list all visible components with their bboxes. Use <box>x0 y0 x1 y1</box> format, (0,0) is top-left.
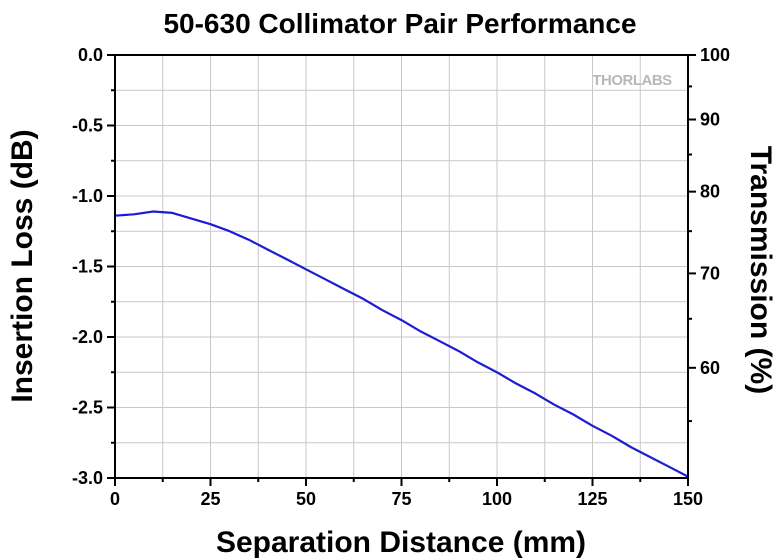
y2-tick-label: 80 <box>700 182 720 202</box>
x-axis: 0 25 50 75 100 125 150 <box>110 478 703 509</box>
y-tick-label: -0.5 <box>72 116 103 136</box>
x-tick-label: 75 <box>391 489 411 509</box>
y-tick-label: -1.5 <box>72 257 103 277</box>
x-tick-label: 150 <box>673 489 703 509</box>
y-axis-left: 0.0 -0.5 -1.0 -1.5 -2.0 -2.5 -3.0 <box>72 45 115 488</box>
y-tick-label: -2.5 <box>72 398 103 418</box>
y-axis-label: Insertion Loss (dB) <box>6 129 39 402</box>
x-tick-label: 100 <box>482 489 512 509</box>
brand-text: THORLABS <box>592 72 672 89</box>
y-tick-label: 0.0 <box>78 45 103 65</box>
y-tick-label: -1.0 <box>72 186 103 206</box>
x-tick-label: 125 <box>577 489 607 509</box>
series-line <box>114 210 689 478</box>
thorlabs-logo: THORLABS <box>592 72 672 89</box>
x-axis-label: Separation Distance (mm) <box>216 526 586 559</box>
y2-tick-label: 90 <box>700 110 720 130</box>
x-tick-label: 50 <box>296 489 316 509</box>
y-tick-label: -2.0 <box>72 327 103 347</box>
y2-axis-label: Transmission (%) <box>744 146 777 394</box>
x-tick-label: 25 <box>200 489 220 509</box>
chart-title: 50-630 Collimator Pair Performance <box>163 8 636 39</box>
y-axis-right: 100 90 80 70 60 <box>688 45 730 423</box>
grid <box>114 54 689 479</box>
y2-tick-label: 100 <box>700 45 730 65</box>
y2-tick-label: 60 <box>700 358 720 378</box>
y2-tick-label: 70 <box>700 263 720 283</box>
x-tick-label: 0 <box>110 489 120 509</box>
y-tick-label: -3.0 <box>72 468 103 488</box>
